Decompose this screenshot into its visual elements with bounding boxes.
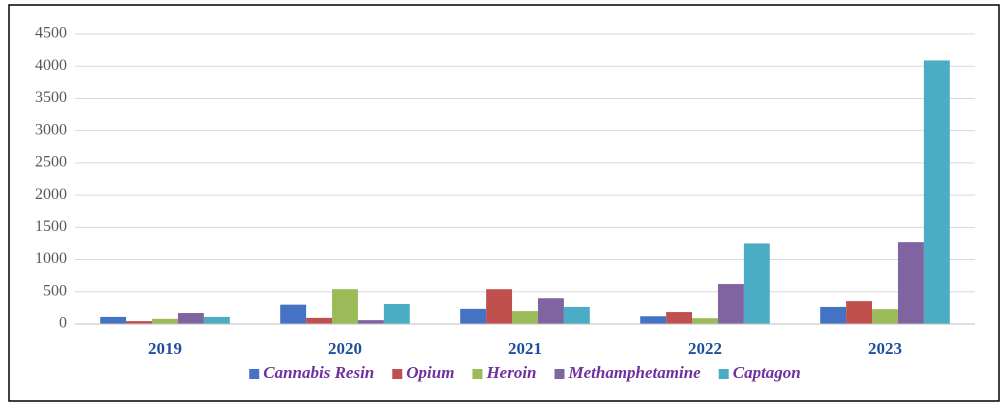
bar xyxy=(152,318,178,324)
x-tick-label: 2020 xyxy=(328,339,362,358)
bar xyxy=(126,321,153,324)
x-tick-label: 2021 xyxy=(508,339,542,358)
y-tick-label: 4000 xyxy=(35,57,67,74)
bar xyxy=(666,312,693,324)
bar xyxy=(460,308,487,324)
legend-label: Heroin xyxy=(485,363,536,382)
chart-frame xyxy=(8,4,1000,402)
legend-label: Captagon xyxy=(733,363,801,382)
bar xyxy=(177,313,204,324)
x-tick-label: 2023 xyxy=(868,339,902,358)
bar xyxy=(897,242,924,324)
y-tick-label: 500 xyxy=(43,282,67,299)
legend-label: Cannabis Resin xyxy=(263,363,374,382)
bar xyxy=(306,317,333,324)
legend-label: Methamphetamine xyxy=(568,363,702,382)
bar xyxy=(743,243,770,324)
bar xyxy=(923,60,950,325)
bar xyxy=(640,316,667,324)
y-tick-label: 3500 xyxy=(35,89,67,106)
y-tick-label: 2000 xyxy=(35,186,67,203)
x-tick-label: 2022 xyxy=(688,339,722,358)
bar xyxy=(717,284,744,324)
bar xyxy=(100,316,127,324)
bar xyxy=(692,318,718,324)
bar xyxy=(846,301,873,324)
x-tick-label: 2019 xyxy=(148,339,182,358)
bar xyxy=(820,306,847,324)
bar xyxy=(332,289,358,324)
bar xyxy=(383,304,410,324)
legend-swatch xyxy=(554,369,565,379)
y-tick-label: 1000 xyxy=(35,250,67,267)
y-tick-label: 3000 xyxy=(35,121,67,138)
legend-swatch xyxy=(392,369,403,379)
bar xyxy=(280,304,307,324)
bar xyxy=(537,298,564,324)
legend-swatch xyxy=(249,369,260,379)
bar xyxy=(563,306,590,324)
legend-swatch xyxy=(472,369,483,379)
legend-swatch xyxy=(718,369,729,379)
y-tick-label: 2500 xyxy=(35,154,67,171)
legend-label: Opium xyxy=(406,363,454,382)
bar xyxy=(872,309,898,324)
y-tick-label: 1500 xyxy=(35,218,67,235)
y-tick-label: 0 xyxy=(59,315,67,332)
bar xyxy=(486,289,513,324)
bar xyxy=(203,316,230,324)
bar xyxy=(512,311,538,324)
bar xyxy=(357,320,384,324)
y-tick-label: 4500 xyxy=(35,25,67,42)
